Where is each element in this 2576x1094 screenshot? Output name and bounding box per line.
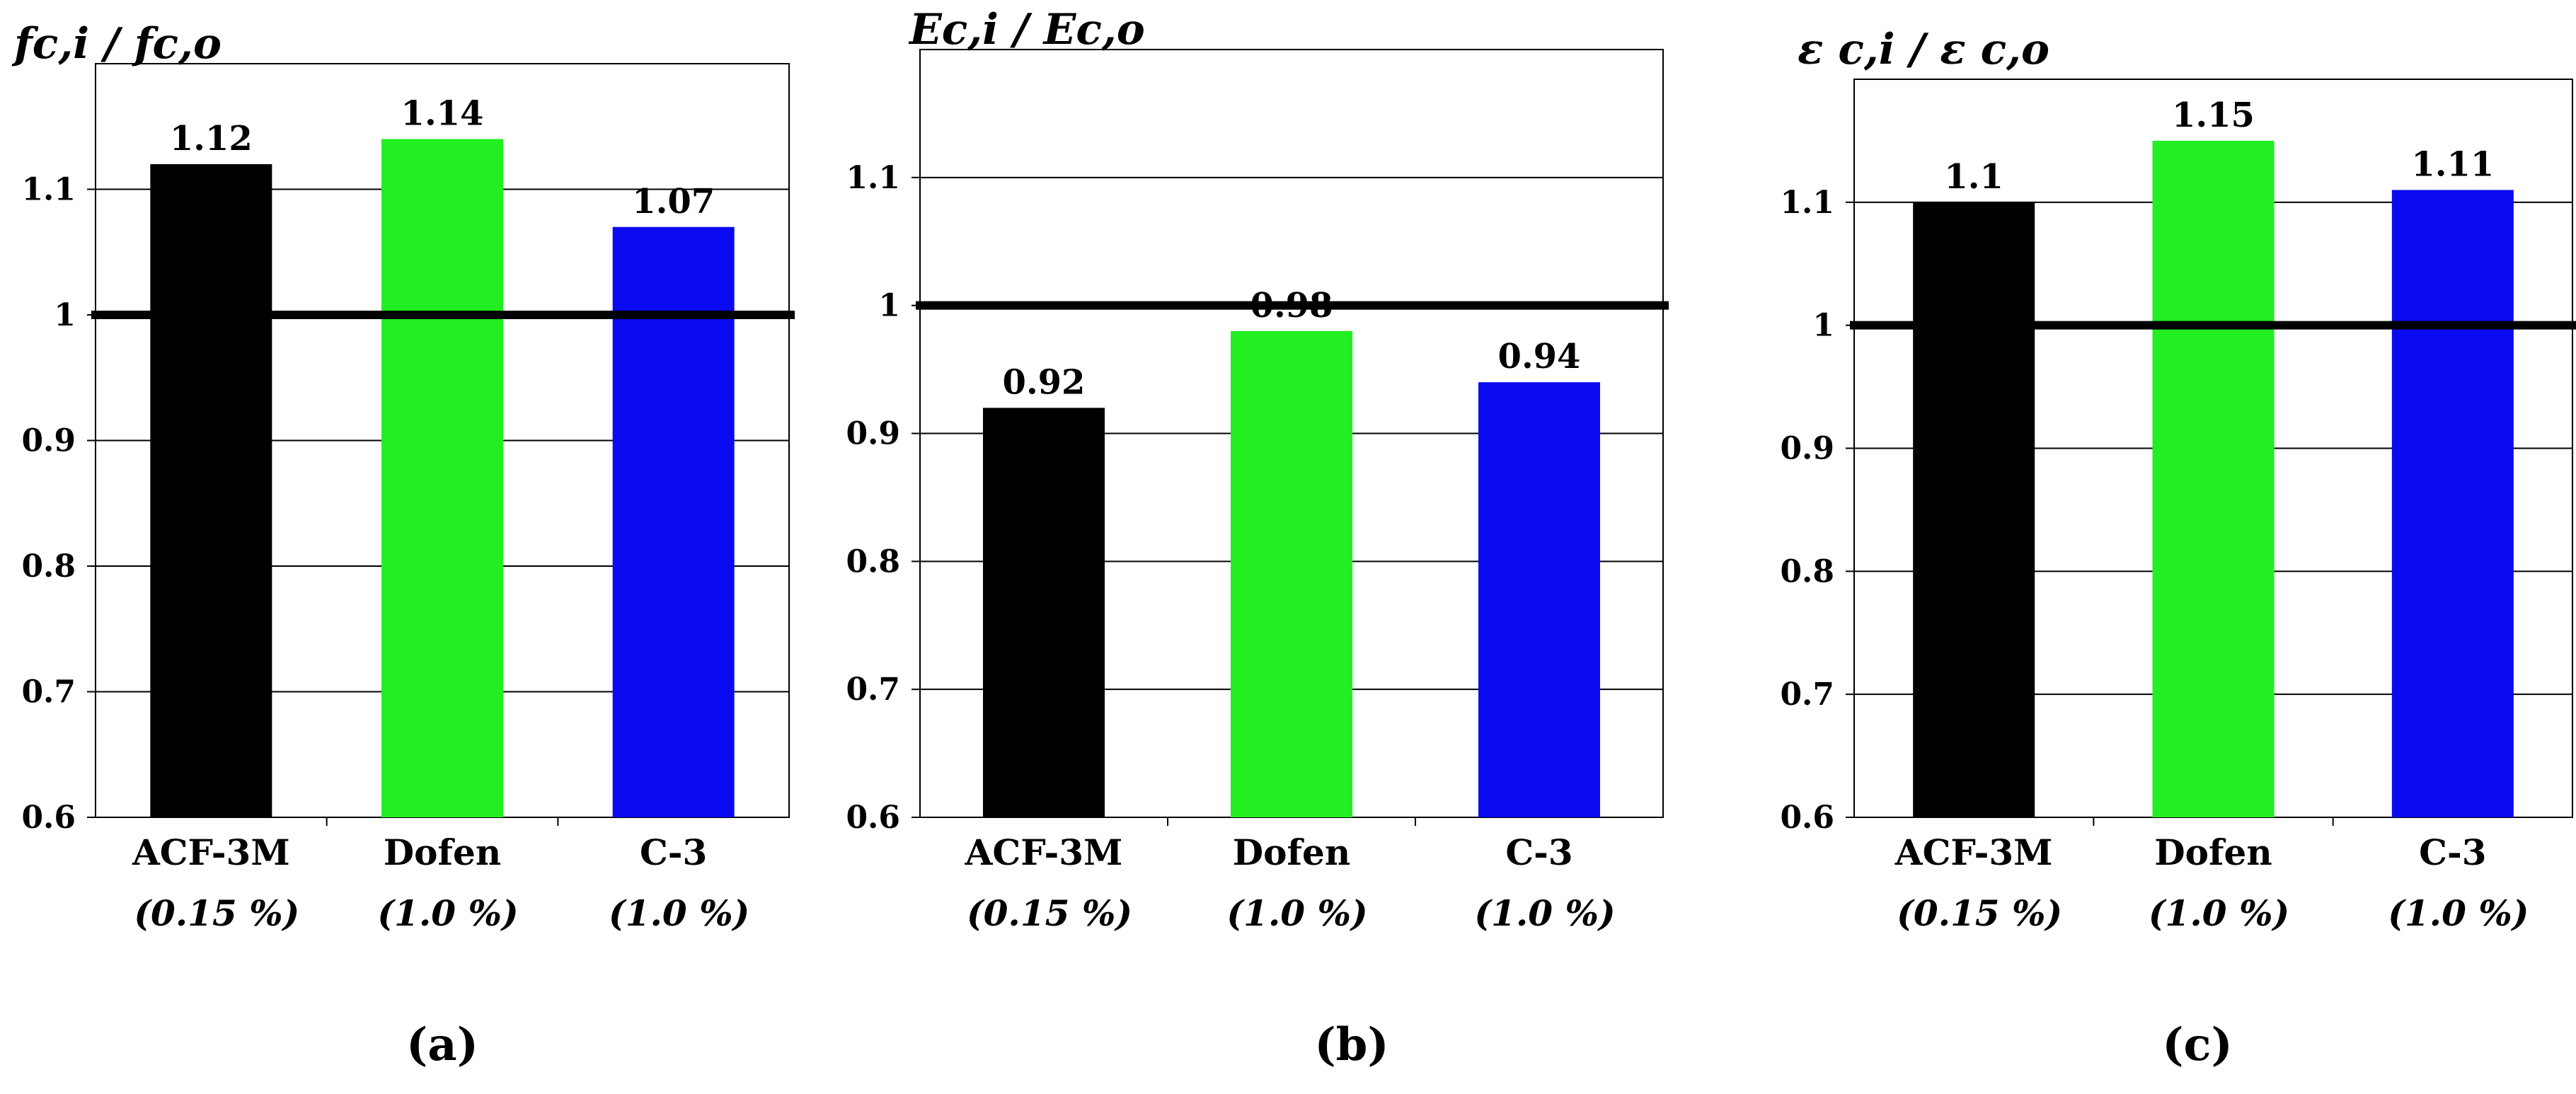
y-axis-title: Ec,i / Ec,o <box>908 5 1145 54</box>
x-category-label: ACF-3M <box>1894 831 2053 873</box>
y-tick-label: 0.6 <box>846 800 900 836</box>
y-axis-title: fc,i / fc,o <box>11 19 222 69</box>
data-label: 0.92 <box>1003 362 1086 402</box>
y-tick-label: 1 <box>1812 308 1834 344</box>
y-tick-label: 1.1 <box>1780 185 1834 221</box>
bar-c-3 <box>612 226 735 817</box>
y-tick-label: 0.8 <box>1780 553 1834 589</box>
y-tick-label: 1.1 <box>21 172 76 208</box>
y-tick-label: 0.7 <box>21 674 76 710</box>
y-tick-label: 0.7 <box>846 672 900 708</box>
bar-acf-3m <box>1913 202 2035 817</box>
bar-dofen <box>381 139 503 817</box>
x-category-sublabel: (1.0 %) <box>2149 892 2289 934</box>
x-category-label: C-3 <box>1505 831 1572 873</box>
x-category-sublabel: (0.15 %) <box>967 892 1132 934</box>
y-tick-label: 0.8 <box>21 548 76 585</box>
x-category-label: ACF-3M <box>132 831 290 873</box>
y-tick-label: 0.9 <box>1780 431 1834 467</box>
panel-label: (c) <box>2162 1018 2233 1071</box>
y-tick-label: 0.6 <box>21 800 76 836</box>
data-label: 1.14 <box>401 94 484 134</box>
x-category-sublabel: (0.15 %) <box>1897 892 2062 934</box>
x-category-label: ACF-3M <box>965 831 1123 873</box>
bar-dofen <box>1231 330 1352 817</box>
x-category-sublabel: (1.0 %) <box>377 892 518 934</box>
x-category-sublabel: (1.0 %) <box>1474 892 1615 934</box>
x-category-label: Dofen <box>2154 831 2272 873</box>
data-label: 1.11 <box>2411 144 2494 184</box>
x-category-sublabel: (1.0 %) <box>1226 892 1367 934</box>
y-tick-label: 0.9 <box>846 416 900 452</box>
x-category-sublabel: (1.0 %) <box>609 892 749 934</box>
y-tick-label: 0.6 <box>1780 800 1834 836</box>
y-tick-label: 1 <box>878 288 900 324</box>
y-tick-label: 0.8 <box>846 543 900 580</box>
data-label: 0.94 <box>1498 337 1581 376</box>
bar-c-3 <box>1478 382 1600 817</box>
x-category-label: Dofen <box>384 831 501 873</box>
y-tick-label: 1 <box>54 297 76 333</box>
x-category-label: C-3 <box>2419 831 2486 873</box>
bar-c-3 <box>2391 190 2514 817</box>
x-category-label: Dofen <box>1233 831 1350 873</box>
bar-acf-3m <box>150 164 272 817</box>
data-label: 1.07 <box>632 182 715 221</box>
x-category-sublabel: (0.15 %) <box>134 892 299 934</box>
x-category-sublabel: (1.0 %) <box>2388 892 2529 934</box>
bar-dofen <box>2152 140 2275 817</box>
y-tick-label: 0.9 <box>21 423 76 459</box>
y-axis-title: ε c,i / ε c,o <box>1798 25 2049 74</box>
data-label: 1.1 <box>1944 157 2003 197</box>
y-tick-label: 1.1 <box>846 160 900 196</box>
panel-label: (b) <box>1314 1018 1388 1071</box>
x-category-label: C-3 <box>640 831 707 873</box>
bar-acf-3m <box>983 408 1105 817</box>
panel-label: (a) <box>406 1018 478 1071</box>
data-label: 1.12 <box>170 119 253 159</box>
y-tick-label: 0.7 <box>1780 676 1834 713</box>
chart-panel-1: 0.6 0.7 0.8 0.9 1 1.1 1.12 ACF-3M (0.15 %) 1.14 Do… <box>11 19 795 1071</box>
chart-panel-3: 0.6 0.7 0.8 0.9 1 1.1 1.1 ACF-3M (0.15 %) 1.15 Dof… <box>1780 25 2576 1071</box>
data-label: 1.15 <box>2172 96 2255 135</box>
